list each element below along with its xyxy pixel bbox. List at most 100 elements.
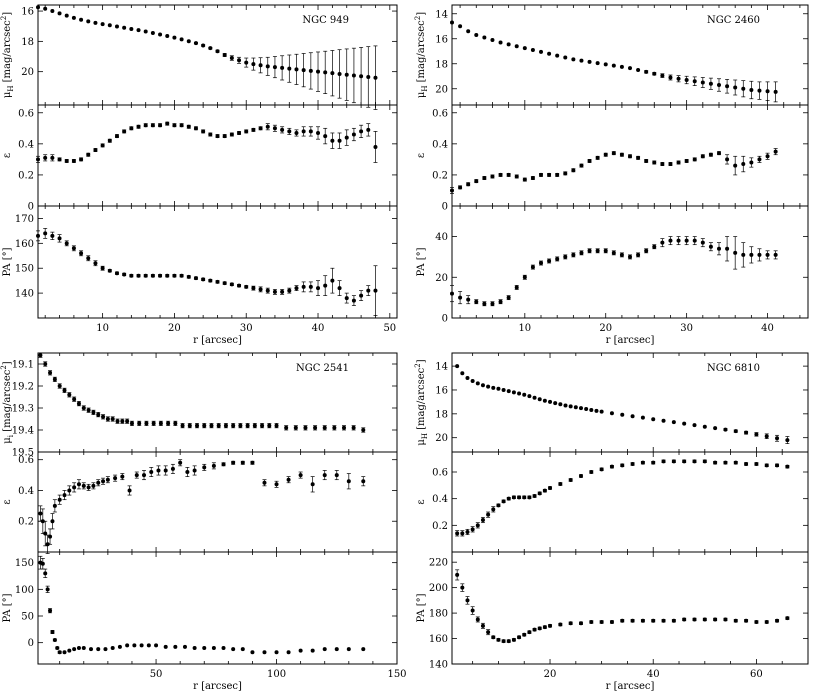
data-point: [594, 408, 599, 413]
data-point: [351, 425, 356, 430]
data-point: [231, 647, 236, 652]
data-point: [293, 425, 298, 430]
data-point: [308, 284, 313, 289]
data-point: [100, 22, 105, 27]
data-point: [48, 608, 53, 613]
data-point: [532, 494, 537, 498]
data-point: [154, 643, 159, 648]
data-point: [265, 64, 270, 69]
data-point: [182, 644, 187, 649]
data-point: [91, 410, 96, 415]
data-point: [330, 138, 335, 143]
data-point: [150, 123, 155, 128]
data-point: [43, 155, 48, 160]
data-point: [764, 463, 769, 468]
data-point: [620, 618, 625, 623]
series-eps: [38, 459, 366, 554]
data-point: [280, 127, 285, 132]
data-point: [180, 423, 185, 428]
data-point: [733, 163, 738, 168]
data-point: [506, 496, 511, 501]
data-point: [676, 160, 681, 165]
data-point: [555, 256, 560, 261]
data-point: [129, 273, 134, 278]
data-point: [330, 278, 335, 283]
data-point: [517, 495, 522, 500]
data-point: [179, 273, 184, 278]
data-point: [50, 9, 55, 14]
data-point: [165, 121, 170, 126]
data-point: [165, 34, 170, 39]
data-point: [460, 371, 465, 376]
x-tick-label: 20: [599, 323, 612, 334]
data-point: [79, 251, 84, 256]
y-axis-label: μH [mag/arcsec2]: [0, 12, 15, 98]
data-point: [202, 465, 207, 470]
data-point: [470, 608, 475, 613]
data-point: [351, 298, 356, 303]
data-point: [361, 647, 366, 652]
data-point: [310, 482, 315, 487]
data-point: [158, 421, 163, 426]
data-point: [192, 468, 197, 473]
data-point: [117, 644, 122, 649]
data-point: [558, 482, 563, 486]
data-point: [284, 425, 289, 430]
data-point: [609, 464, 614, 469]
data-point: [272, 126, 277, 131]
data-point: [48, 370, 53, 375]
data-point: [139, 643, 144, 648]
data-point: [537, 626, 542, 631]
data-point: [265, 124, 270, 129]
data-point: [86, 408, 91, 413]
data-point: [136, 124, 141, 129]
data-point: [294, 286, 299, 291]
series-eps: [36, 121, 378, 163]
data-point: [96, 412, 101, 417]
data-point: [136, 273, 141, 278]
data-point: [555, 53, 560, 58]
x-tick-label: 30: [680, 323, 693, 334]
data-point: [579, 58, 584, 63]
series-eps: [455, 459, 790, 537]
data-point: [136, 28, 141, 33]
data-point: [458, 185, 463, 190]
y-tick-label: 140: [15, 289, 34, 300]
data-point: [316, 286, 321, 291]
data-point: [775, 618, 780, 623]
data-point: [548, 623, 553, 628]
panel-eps: 0.2 0.4 0.6 ε: [2, 451, 398, 554]
data-point: [107, 268, 112, 273]
y-tick-label: 20: [21, 67, 34, 78]
data-point: [45, 542, 50, 547]
data-point: [57, 384, 62, 388]
data-point: [260, 423, 265, 428]
data-point: [71, 15, 76, 20]
data-point: [57, 11, 62, 16]
data-point: [208, 46, 213, 51]
y-tick-label: 180: [429, 609, 448, 620]
data-point: [713, 460, 718, 465]
data-point: [142, 473, 147, 478]
y-tick-label: 0: [442, 202, 448, 213]
data-point: [43, 362, 48, 366]
series-mu: [450, 20, 778, 103]
data-point: [308, 129, 313, 134]
y-axis-label: PA [°]: [416, 593, 427, 622]
y-tick-label: 150: [15, 264, 34, 275]
data-point: [682, 617, 687, 622]
data-point: [661, 459, 666, 464]
data-point: [465, 530, 470, 534]
data-point: [125, 419, 130, 424]
data-point: [465, 376, 470, 381]
data-point: [530, 265, 535, 270]
x-tick-label: 50: [150, 669, 163, 680]
y-tick-label: 20: [435, 84, 448, 95]
panel-mu: 14 16 18 20 μH [mag/arcsec2] NGC 2460: [414, 4, 809, 106]
data-point: [373, 288, 378, 293]
panel-eps: 0 0.2 0.4 0.6 ε: [2, 104, 398, 213]
y-tick-label: 220: [429, 558, 448, 569]
y-tick-label: 150: [15, 558, 34, 569]
data-point: [337, 286, 342, 291]
